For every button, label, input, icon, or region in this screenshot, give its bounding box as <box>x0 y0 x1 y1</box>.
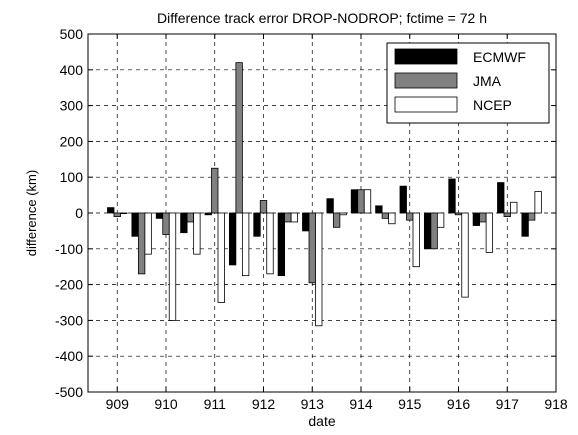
legend-label-jma: JMA <box>473 73 502 89</box>
legend: ECMWF JMA NCEP <box>386 42 550 124</box>
bar-ncep <box>193 212 201 255</box>
chart-title: Difference track error DROP-NODROP; fcti… <box>157 10 487 26</box>
bar-jma <box>211 167 219 214</box>
bar-jma <box>235 62 243 214</box>
bar-jma <box>137 212 146 275</box>
bar-ecmwf <box>521 212 529 237</box>
x-tick-label: 916 <box>447 396 471 412</box>
x-tick-label: 918 <box>544 396 568 412</box>
bar-ncep <box>461 212 469 298</box>
bar-jma <box>308 212 316 284</box>
y-tick-label: -500 <box>55 384 83 400</box>
bar-ncep <box>485 212 494 253</box>
bar-jma <box>186 212 195 223</box>
bar-ecmwf <box>399 185 407 214</box>
y-tick-label: -100 <box>55 241 83 257</box>
x-tick-label: 915 <box>398 396 422 412</box>
bar-ecmwf <box>423 212 432 250</box>
x-axis-label: date <box>308 413 335 429</box>
bar-jma <box>503 212 511 217</box>
bar-jma <box>113 212 121 217</box>
bar-ncep <box>510 201 518 214</box>
bar-ecmwf <box>472 212 481 226</box>
y-tick-label: 500 <box>60 26 84 42</box>
y-axis-label: difference (km) <box>24 170 39 256</box>
y-tick-label: 400 <box>60 62 84 78</box>
bar-ecmwf <box>375 205 383 214</box>
bar-jma <box>259 200 268 214</box>
bar-ncep <box>144 212 152 255</box>
bar-ncep <box>363 189 372 214</box>
bar-ncep <box>120 212 128 215</box>
x-tick-label: 914 <box>349 396 373 412</box>
bar-jma <box>162 212 170 235</box>
x-tick-label: 910 <box>154 396 178 412</box>
x-tick-label: 909 <box>106 396 130 412</box>
bar-ecmwf <box>131 212 139 237</box>
bar-ecmwf <box>228 212 237 266</box>
x-tick-label: 913 <box>301 396 325 412</box>
y-tick-label: 200 <box>60 133 84 149</box>
bar-ncep <box>315 212 323 327</box>
bar-ncep <box>436 212 445 228</box>
legend-label-ecmwf: ECMWF <box>473 49 526 65</box>
bar-jma <box>332 212 341 228</box>
bars <box>107 62 542 327</box>
bar-jma <box>357 189 365 214</box>
bar-ecmwf <box>155 212 164 219</box>
bar-jma <box>454 212 463 216</box>
bar-ecmwf <box>302 212 310 232</box>
bar-ecmwf <box>497 182 505 214</box>
bar-ecmwf <box>448 178 456 214</box>
y-tick-label: -400 <box>55 348 83 364</box>
bar-ncep <box>388 212 396 225</box>
bar-ncep <box>412 212 420 268</box>
bar-ncep <box>168 212 177 321</box>
y-tick-label: 100 <box>60 169 84 185</box>
legend-swatch-jma <box>394 72 458 89</box>
legend-swatch-ncep <box>394 96 458 113</box>
ticks: 909 910 911 912 913 914 915 916 917 918 -500 -400 -3… <box>55 26 568 412</box>
bar-ncep <box>217 212 225 303</box>
bar-ecmwf <box>107 207 115 214</box>
bar-ecmwf <box>326 198 334 214</box>
bar-jma <box>430 212 438 250</box>
bar-jma <box>527 212 536 221</box>
bar-ncep <box>339 212 347 216</box>
x-tick-label: 911 <box>204 396 227 412</box>
bar-ncep <box>290 212 299 223</box>
x-tick-label: 917 <box>496 396 520 412</box>
bar-ncep <box>241 212 250 277</box>
bar-ecmwf <box>350 189 359 214</box>
legend-label-ncep: NCEP <box>473 97 512 113</box>
bar-jma <box>381 212 390 219</box>
bar-ncep <box>534 191 542 214</box>
y-tick-label: 0 <box>75 205 83 221</box>
y-tick-label: -200 <box>55 277 83 293</box>
bar-ncep <box>266 212 274 275</box>
bar-jma <box>284 212 292 223</box>
bar-ecmwf <box>277 212 286 277</box>
y-tick-label: 300 <box>60 98 84 114</box>
bar-jma <box>406 212 414 221</box>
legend-swatch-ecmwf <box>394 48 458 65</box>
bar-ecmwf <box>180 212 188 234</box>
bar-jma <box>479 212 487 223</box>
bar-ecmwf <box>253 212 261 237</box>
bar-ecmwf <box>204 212 212 216</box>
x-tick-label: 912 <box>252 396 276 412</box>
y-tick-label: -300 <box>55 312 83 328</box>
